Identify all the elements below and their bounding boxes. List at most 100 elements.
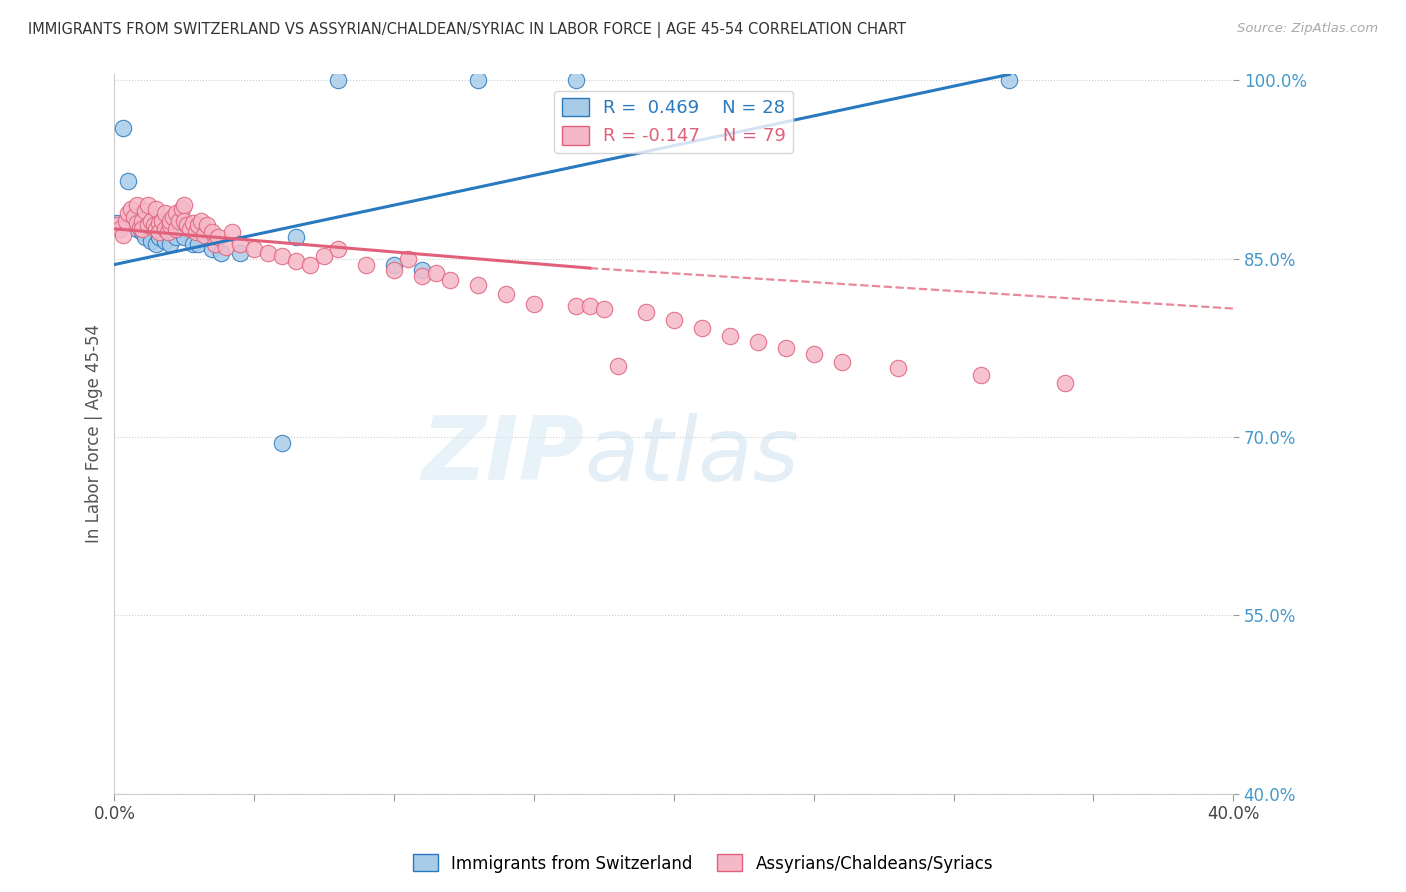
Point bbox=[131, 226, 153, 240]
Text: IMMIGRANTS FROM SWITZERLAND VS ASSYRIAN/CHALDEAN/SYRIAC IN LABOR FORCE | AGE 45-: IMMIGRANTS FROM SWITZERLAND VS ASSYRIAN/… bbox=[28, 22, 905, 38]
Point bbox=[125, 216, 148, 230]
Point bbox=[105, 219, 128, 233]
Point bbox=[125, 222, 148, 236]
Point bbox=[145, 202, 167, 216]
Point bbox=[495, 287, 517, 301]
Point bbox=[153, 234, 176, 248]
Point bbox=[285, 230, 308, 244]
Point bbox=[229, 237, 252, 252]
Point bbox=[201, 242, 224, 256]
Point bbox=[775, 341, 797, 355]
Point bbox=[139, 234, 162, 248]
Point bbox=[382, 263, 405, 277]
Point bbox=[439, 273, 461, 287]
Point bbox=[204, 237, 226, 252]
Point bbox=[187, 237, 209, 252]
Point bbox=[134, 230, 156, 244]
Point bbox=[831, 355, 853, 369]
Legend: R =  0.469    N = 28, R = -0.147    N = 79: R = 0.469 N = 28, R = -0.147 N = 79 bbox=[554, 90, 793, 153]
Point bbox=[593, 301, 616, 316]
Point bbox=[134, 204, 156, 219]
Point bbox=[165, 222, 187, 236]
Point bbox=[131, 222, 153, 236]
Point bbox=[579, 299, 602, 313]
Point bbox=[718, 329, 741, 343]
Point bbox=[148, 226, 170, 240]
Point bbox=[181, 237, 204, 252]
Point bbox=[565, 73, 588, 87]
Point bbox=[523, 297, 546, 311]
Point bbox=[136, 198, 159, 212]
Point bbox=[122, 210, 145, 224]
Point bbox=[145, 237, 167, 252]
Point bbox=[328, 73, 350, 87]
Point bbox=[411, 263, 433, 277]
Point bbox=[159, 213, 181, 227]
Point bbox=[187, 219, 209, 233]
Point bbox=[209, 245, 232, 260]
Point bbox=[167, 213, 190, 227]
Point bbox=[170, 202, 193, 216]
Point bbox=[467, 73, 489, 87]
Point bbox=[382, 258, 405, 272]
Point bbox=[117, 174, 139, 188]
Point bbox=[1054, 376, 1077, 391]
Point bbox=[886, 361, 908, 376]
Point bbox=[148, 216, 170, 230]
Point bbox=[148, 230, 170, 244]
Point bbox=[565, 299, 588, 313]
Point bbox=[271, 436, 294, 450]
Point bbox=[128, 219, 150, 233]
Text: Source: ZipAtlas.com: Source: ZipAtlas.com bbox=[1237, 22, 1378, 36]
Point bbox=[201, 226, 224, 240]
Point bbox=[257, 245, 280, 260]
Point bbox=[411, 269, 433, 284]
Point bbox=[173, 198, 195, 212]
Point bbox=[111, 120, 134, 135]
Point bbox=[111, 227, 134, 242]
Point bbox=[105, 216, 128, 230]
Point bbox=[150, 213, 173, 227]
Point bbox=[165, 206, 187, 220]
Point bbox=[425, 266, 447, 280]
Point bbox=[173, 213, 195, 227]
Point bbox=[215, 240, 238, 254]
Point bbox=[139, 213, 162, 227]
Point bbox=[354, 258, 377, 272]
Point bbox=[396, 252, 419, 266]
Point bbox=[114, 213, 136, 227]
Point bbox=[159, 219, 181, 233]
Point bbox=[125, 198, 148, 212]
Point bbox=[176, 219, 198, 233]
Point bbox=[108, 222, 131, 236]
Point bbox=[221, 226, 243, 240]
Point bbox=[193, 227, 215, 242]
Point bbox=[159, 237, 181, 252]
Point bbox=[173, 230, 195, 244]
Point bbox=[285, 254, 308, 268]
Point bbox=[131, 213, 153, 227]
Point bbox=[136, 219, 159, 233]
Point bbox=[122, 210, 145, 224]
Legend: Immigrants from Switzerland, Assyrians/Chaldeans/Syriacs: Immigrants from Switzerland, Assyrians/C… bbox=[406, 847, 1000, 880]
Point bbox=[156, 226, 179, 240]
Point bbox=[162, 210, 184, 224]
Point bbox=[142, 219, 165, 233]
Point bbox=[229, 245, 252, 260]
Text: ZIP: ZIP bbox=[422, 412, 585, 499]
Point bbox=[747, 334, 769, 349]
Y-axis label: In Labor Force | Age 45-54: In Labor Force | Age 45-54 bbox=[86, 325, 103, 543]
Point bbox=[184, 226, 207, 240]
Point bbox=[165, 230, 187, 244]
Point bbox=[190, 213, 212, 227]
Point bbox=[998, 73, 1021, 87]
Text: atlas: atlas bbox=[585, 413, 799, 499]
Point bbox=[181, 216, 204, 230]
Point bbox=[271, 249, 294, 263]
Point bbox=[314, 249, 336, 263]
Point bbox=[153, 206, 176, 220]
Point bbox=[634, 305, 657, 319]
Point bbox=[207, 230, 229, 244]
Point bbox=[662, 313, 685, 327]
Point bbox=[690, 320, 713, 334]
